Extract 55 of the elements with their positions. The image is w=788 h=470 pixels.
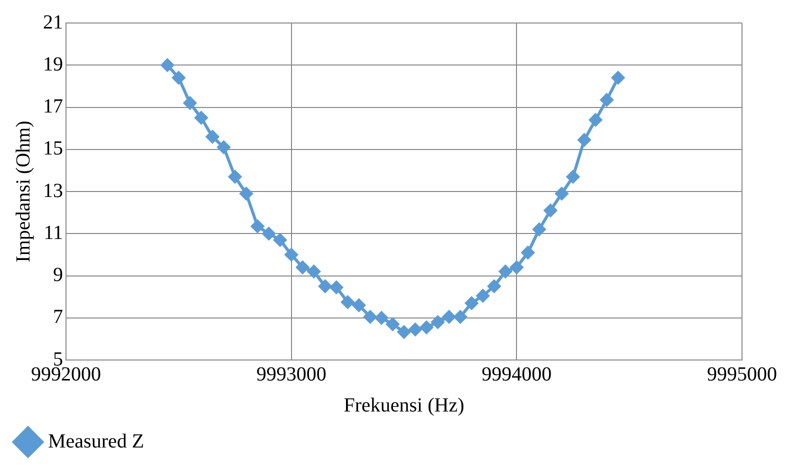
point	[386, 318, 400, 331]
point	[160, 58, 174, 72]
y-tick-label: 19	[43, 53, 63, 76]
point	[521, 246, 534, 260]
y-tick-label: 17	[43, 96, 63, 118]
y-tick-label: 7	[53, 306, 63, 328]
point	[240, 187, 253, 200]
y-tick-label: 9	[53, 264, 63, 286]
point	[228, 170, 242, 184]
point	[420, 320, 434, 334]
point	[498, 265, 512, 278]
point	[172, 71, 186, 84]
point	[612, 71, 625, 84]
point	[398, 325, 410, 338]
point	[578, 133, 591, 146]
y-tick-label: 13	[43, 180, 63, 202]
y-axis-title: Impedansi (Ohm)	[12, 120, 34, 262]
point	[262, 227, 276, 240]
point	[532, 222, 546, 236]
point	[555, 187, 568, 200]
point	[600, 93, 614, 106]
point	[352, 298, 366, 312]
point	[206, 130, 219, 144]
y-tick-label: 11	[44, 222, 63, 244]
point	[566, 170, 580, 184]
point	[274, 233, 287, 246]
point	[217, 140, 230, 154]
point	[251, 220, 264, 233]
point	[476, 289, 490, 302]
point	[296, 260, 310, 274]
point	[364, 310, 377, 324]
point	[442, 310, 456, 324]
point	[194, 111, 208, 124]
x-tick-label: 9994000	[482, 363, 552, 386]
point	[510, 260, 524, 274]
point	[488, 280, 501, 293]
point	[544, 204, 557, 217]
legend-label: Measured Z	[48, 430, 144, 452]
point	[374, 311, 388, 324]
point	[284, 248, 298, 262]
point	[465, 296, 478, 310]
y-tick-label: 21	[43, 11, 63, 34]
point	[454, 310, 467, 324]
y-tick-label: 15	[43, 138, 63, 160]
point	[183, 96, 196, 110]
point	[589, 113, 602, 126]
x-tick-label: 9995000	[707, 363, 777, 386]
point	[431, 316, 444, 329]
x-tick-label: 9993000	[256, 363, 326, 386]
point	[318, 280, 332, 293]
point	[341, 296, 354, 309]
point	[408, 322, 422, 336]
point	[330, 280, 343, 294]
x-axis-title: Frekuensi (Hz)	[344, 394, 464, 416]
point	[307, 265, 320, 278]
